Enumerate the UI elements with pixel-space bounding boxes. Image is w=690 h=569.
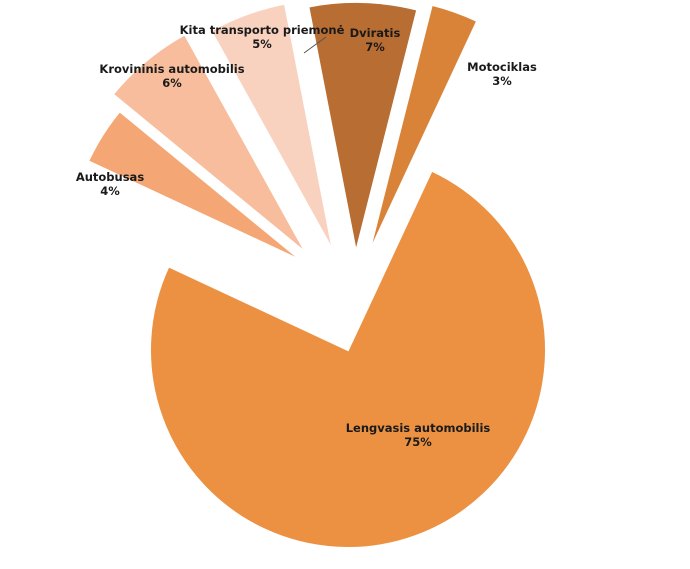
pie-slice-krovininis-automobilis	[111, 32, 307, 254]
slice-name-label: Kita transporto priemonė	[180, 23, 345, 37]
slice-percent-label: 5%	[252, 37, 272, 51]
data-label-motociklas: Motociklas 3%	[467, 60, 537, 88]
pie-slice-dviratis	[307, 1, 419, 253]
data-label-krovininis-automobilis: Krovininis automobilis 6%	[99, 62, 244, 90]
slice-percent-label: 6%	[162, 76, 182, 90]
pie-slice-lengvasis-automobilis	[149, 169, 547, 549]
pie-slice-autobusas	[86, 109, 303, 262]
slice-percent-label: 75%	[404, 435, 432, 449]
slice-percent-label: 4%	[100, 184, 120, 198]
slice-name-label: Motociklas	[467, 60, 537, 74]
slice-name-label: Krovininis automobilis	[99, 62, 244, 76]
slice-percent-label: 3%	[492, 74, 512, 88]
data-label-kita-transporto-priemone: Kita transporto priemonė 5%	[180, 23, 345, 51]
pie-slice-motociklas	[368, 3, 479, 254]
leader-line-kita-transporto-priemone	[303, 36, 327, 54]
pie-slice-kita-transporto-priemone	[209, 2, 334, 252]
slice-name-label: Lengvasis automobilis	[346, 421, 491, 435]
data-label-lengvasis-automobilis: Lengvasis automobilis 75%	[346, 421, 491, 449]
data-label-autobusas: Autobusas 4%	[76, 170, 145, 198]
data-label-dviratis: Dviratis 7%	[350, 26, 401, 54]
slice-percent-label: 7%	[365, 40, 385, 54]
slice-name-label: Dviratis	[350, 26, 401, 40]
slice-name-label: Autobusas	[76, 170, 145, 184]
